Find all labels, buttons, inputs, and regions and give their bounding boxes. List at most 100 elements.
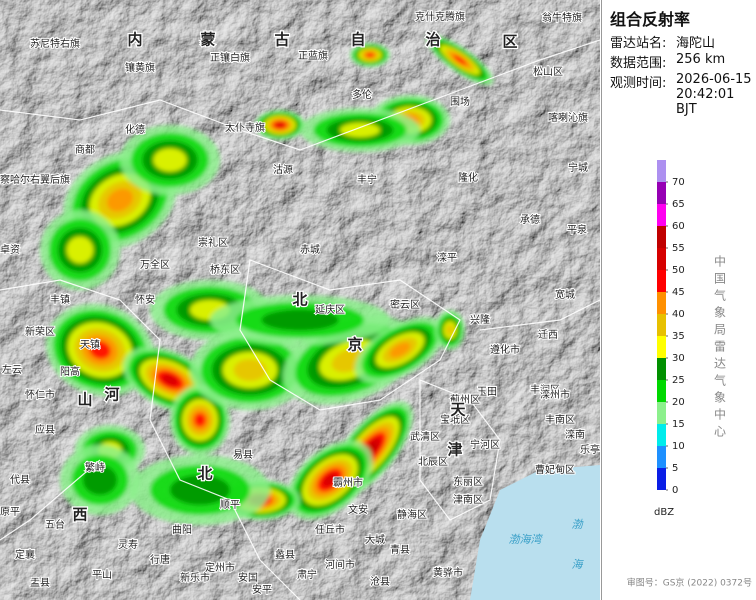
place-label: 围场 — [450, 95, 470, 108]
echo — [366, 52, 374, 58]
color-bin — [657, 336, 666, 358]
organization-char: 心 — [714, 425, 726, 439]
place-label: 万全区 — [140, 258, 170, 271]
place-label: 左云 — [2, 363, 22, 376]
tick-label: 25 — [672, 375, 685, 386]
place-label: 易县 — [233, 449, 253, 461]
place-label: 曹妃甸区 — [535, 463, 575, 476]
color-bin — [657, 424, 666, 446]
place-label: 定襄 — [15, 548, 35, 561]
echo — [89, 340, 111, 360]
place-label: 行唐 — [150, 553, 170, 566]
place-label: 苏尼特右旗 — [30, 37, 80, 50]
tick-label: 40 — [672, 309, 685, 320]
field-label: 雷达站名: — [610, 36, 667, 51]
place-label: 青县 — [390, 543, 410, 556]
place-label: 滦州市 — [540, 388, 570, 401]
tick-label: 20 — [672, 397, 685, 408]
place-label: 大城 — [365, 533, 385, 546]
echo — [389, 342, 411, 358]
place-label: 沧县 — [370, 575, 390, 588]
echo — [261, 309, 339, 331]
place-label: 正镶白旗 — [210, 51, 250, 64]
place-label: 顺平 — [220, 499, 240, 511]
place-label: 隆化 — [458, 171, 478, 184]
place-label: 化德 — [125, 123, 145, 136]
field-label: 观测时间: — [610, 76, 667, 91]
place-label: 阳高 — [60, 365, 80, 378]
place-label: 镶黄旗 — [125, 61, 155, 74]
color-bin — [657, 446, 666, 468]
color-bin — [657, 468, 666, 490]
place-label: 定州市 — [205, 561, 235, 574]
echo — [453, 55, 467, 65]
place-label: 玉田 — [477, 387, 497, 398]
color-bin — [657, 182, 666, 204]
organization-char: 雷 — [714, 340, 726, 354]
place-label: 安平 — [252, 583, 272, 596]
organization-char: 气 — [714, 288, 726, 303]
place-label: 津南区 — [453, 493, 483, 506]
region-label: 天 — [450, 401, 466, 419]
color-bin — [657, 402, 666, 424]
sea-label: 渤海湾 — [509, 533, 544, 546]
place-label: 河间市 — [325, 558, 355, 571]
place-label: 丰润区 — [530, 383, 560, 396]
echo — [322, 473, 338, 487]
info-field: 观测时间: 2026-06-15 20:42:01 BJT — [610, 72, 756, 117]
place-label: 北辰区 — [418, 456, 448, 468]
field-value: 2026-06-15 20:42:01 BJT — [676, 72, 752, 117]
region-label: 区 — [502, 33, 517, 51]
color-bin — [657, 226, 666, 248]
place-label: 乐亭 — [580, 443, 600, 456]
color-bin — [657, 358, 666, 380]
sea-label: 海 — [572, 558, 585, 571]
echo-layer — [40, 35, 494, 525]
place-label: 兴隆 — [470, 313, 490, 326]
place-label: 宁城 — [568, 161, 588, 174]
place-label: 正蓝旗 — [298, 49, 328, 62]
region-label: 古 — [274, 31, 289, 49]
place-label: 松山区 — [533, 65, 563, 78]
place-label: 霸州市 — [333, 476, 363, 489]
place-label: 代县 — [10, 474, 30, 486]
place-label: 承德 — [520, 213, 540, 226]
place-label: 太仆寺旗 — [225, 121, 265, 134]
color-bin — [657, 270, 666, 292]
place-label: 静海区 — [397, 508, 427, 521]
sea — [470, 465, 600, 600]
tick-label: 50 — [672, 265, 685, 276]
echo — [275, 122, 285, 128]
region-label: 河 — [104, 386, 119, 404]
place-label: 平泉 — [567, 223, 587, 236]
organization-char: 中 — [714, 407, 726, 422]
place-label: 应县 — [35, 423, 55, 436]
place-label: 新乐市 — [180, 571, 210, 584]
place-label: 察哈尔右翼后旗 — [0, 173, 70, 186]
region-label: 内 — [127, 31, 142, 49]
echo — [66, 236, 94, 264]
place-label: 蓟州区 — [450, 393, 480, 406]
tick-label: 15 — [672, 419, 685, 430]
tick-label: 45 — [672, 287, 685, 298]
echo — [106, 188, 134, 212]
place-label: 密云区 — [390, 298, 420, 311]
place-label: 宝坻区 — [440, 413, 470, 426]
place-label: 肃宁 — [297, 568, 317, 581]
region-label: 自 — [350, 31, 365, 49]
place-label: 盂县 — [30, 577, 50, 589]
place-label: 滦平 — [437, 251, 457, 264]
region-label: 蒙 — [200, 31, 215, 49]
place-label: 天镇 — [80, 338, 100, 351]
place-label: 克什克腾旗 — [415, 10, 465, 23]
place-label: 东丽区 — [453, 475, 483, 488]
color-bin — [657, 314, 666, 336]
place-label: 赤城 — [300, 244, 320, 256]
place-label: 翁牛特旗 — [542, 11, 582, 24]
tick-label: 65 — [672, 199, 685, 210]
legend: 0510152025303540455055606570dBZ中国气象局雷达气象… — [627, 160, 752, 589]
place-label: 沽源 — [273, 163, 293, 176]
place-label: 文安 — [348, 503, 368, 516]
info-field: 数据范围: 256 km — [610, 52, 756, 71]
region-label: 西 — [72, 506, 87, 524]
